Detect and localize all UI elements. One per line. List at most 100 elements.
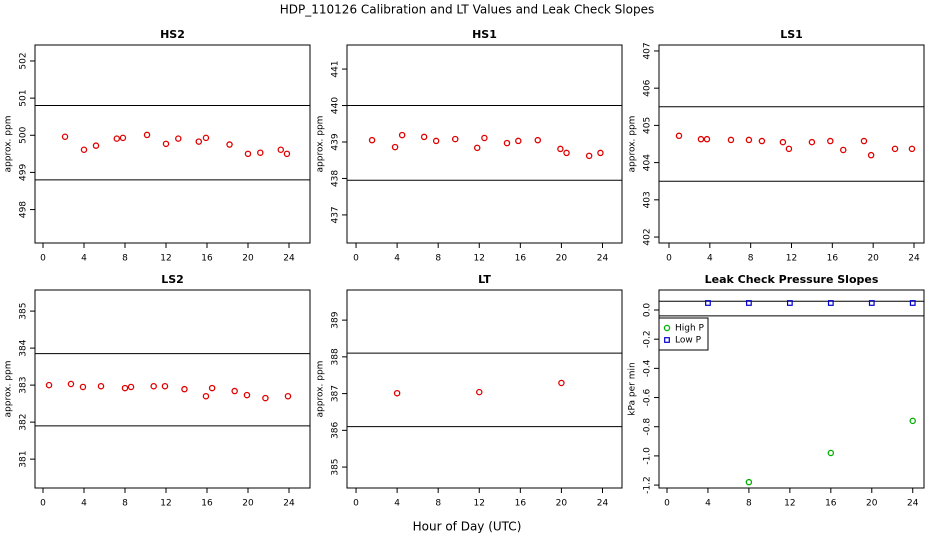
x-tick-label: 12 bbox=[160, 254, 171, 264]
y-tick-label: 407 bbox=[643, 42, 653, 59]
x-tick-label: 8 bbox=[746, 499, 752, 509]
panel-title: HS2 bbox=[160, 28, 185, 41]
data-point bbox=[119, 134, 127, 142]
y-tick-label: 389 bbox=[331, 311, 341, 328]
data-point bbox=[597, 149, 604, 157]
y-tick-label: 502 bbox=[19, 52, 29, 69]
data-point bbox=[127, 383, 135, 391]
x-tick-label: 12 bbox=[786, 254, 797, 264]
data-point bbox=[121, 384, 129, 392]
data-point bbox=[860, 137, 868, 145]
data-point bbox=[503, 139, 511, 147]
y-tick-label: 441 bbox=[331, 60, 341, 77]
x-tick-label: 16 bbox=[201, 254, 213, 264]
data-point bbox=[473, 144, 481, 152]
data-point bbox=[79, 383, 87, 391]
data-point bbox=[231, 387, 238, 395]
x-tick-label: 16 bbox=[825, 499, 837, 509]
x-tick-label: 0 bbox=[40, 254, 46, 264]
data-point bbox=[432, 137, 440, 145]
chart-title: HDP_110126 Calibration and LT Values and… bbox=[280, 3, 654, 17]
y-tick-label: 387 bbox=[331, 385, 341, 402]
x-tick-label: 0 bbox=[353, 254, 359, 264]
data-point bbox=[534, 136, 542, 144]
data-point bbox=[451, 135, 459, 143]
legend-label: Low P bbox=[675, 336, 702, 346]
data-point bbox=[45, 381, 53, 389]
y-tick-label: 405 bbox=[643, 117, 653, 134]
data-point bbox=[705, 300, 711, 306]
x-tick-label: 8 bbox=[122, 254, 128, 264]
data-point bbox=[585, 152, 593, 160]
plot-frame bbox=[346, 289, 623, 489]
data-point bbox=[827, 137, 834, 145]
x-tick-label: 24 bbox=[283, 499, 295, 509]
x-tick-label: 20 bbox=[556, 499, 568, 509]
data-point bbox=[808, 138, 816, 146]
data-point bbox=[67, 380, 75, 388]
x-tick-label: 16 bbox=[201, 499, 213, 509]
data-point bbox=[840, 146, 847, 154]
data-point bbox=[703, 135, 711, 143]
x-tick-label: 16 bbox=[515, 254, 527, 264]
data-point bbox=[909, 300, 916, 306]
x-tick-label: 24 bbox=[283, 254, 295, 264]
data-point bbox=[675, 132, 683, 140]
data-point bbox=[393, 389, 401, 397]
data-point bbox=[398, 131, 406, 139]
y-tick-label: -1.2 bbox=[643, 476, 653, 494]
plot-frame bbox=[658, 289, 925, 489]
x-tick-label: 0 bbox=[664, 499, 670, 509]
data-point bbox=[909, 417, 916, 425]
data-point bbox=[868, 300, 875, 306]
y-tick-label: 499 bbox=[19, 164, 29, 181]
x-tick-label: 4 bbox=[705, 499, 711, 509]
data-point bbox=[515, 137, 522, 145]
plot-frame bbox=[346, 44, 623, 244]
x-tick-label: 8 bbox=[435, 254, 441, 264]
panel-title: LT bbox=[478, 273, 491, 286]
y-tick-label: 439 bbox=[331, 133, 341, 150]
x-tick-label: 24 bbox=[597, 499, 609, 509]
y-tick-label: 383 bbox=[19, 377, 29, 394]
x-tick-label: 12 bbox=[784, 499, 795, 509]
data-point bbox=[284, 392, 292, 400]
data-point bbox=[226, 141, 233, 148]
data-point bbox=[908, 145, 916, 153]
y-tick-label: -0.6 bbox=[643, 388, 653, 406]
data-point bbox=[257, 149, 264, 156]
data-point bbox=[97, 382, 105, 390]
x-tick-label: 20 bbox=[242, 254, 254, 264]
data-point bbox=[481, 134, 488, 142]
y-tick-label: 404 bbox=[643, 154, 653, 171]
data-point bbox=[244, 150, 252, 158]
data-point bbox=[150, 382, 157, 390]
y-axis-label: approx. ppm bbox=[628, 116, 638, 173]
data-point bbox=[563, 149, 570, 157]
y-tick-label: 498 bbox=[19, 201, 29, 218]
y-tick-label: -0.8 bbox=[643, 418, 653, 436]
data-point bbox=[476, 388, 483, 396]
data-point bbox=[786, 300, 793, 306]
data-point bbox=[92, 142, 100, 149]
x-tick-label: 4 bbox=[81, 499, 87, 509]
x-tick-label: 16 bbox=[827, 254, 839, 264]
data-point bbox=[80, 146, 88, 154]
x-tick-label: 0 bbox=[40, 499, 46, 509]
y-tick-label: 501 bbox=[19, 90, 29, 107]
data-point bbox=[61, 133, 69, 141]
y-tick-label: -1.0 bbox=[643, 447, 653, 465]
x-tick-label: 24 bbox=[908, 254, 920, 264]
data-point bbox=[557, 145, 564, 153]
x-tick-label: 8 bbox=[748, 254, 754, 264]
data-point bbox=[745, 136, 753, 144]
x-tick-label: 20 bbox=[866, 499, 878, 509]
x-tick-label: 20 bbox=[556, 254, 568, 264]
data-point bbox=[202, 134, 210, 142]
data-point bbox=[262, 394, 269, 402]
x-tick-label: 20 bbox=[242, 499, 254, 509]
data-point bbox=[758, 137, 766, 145]
data-point bbox=[867, 151, 875, 159]
y-tick-label: -0.2 bbox=[643, 330, 653, 348]
